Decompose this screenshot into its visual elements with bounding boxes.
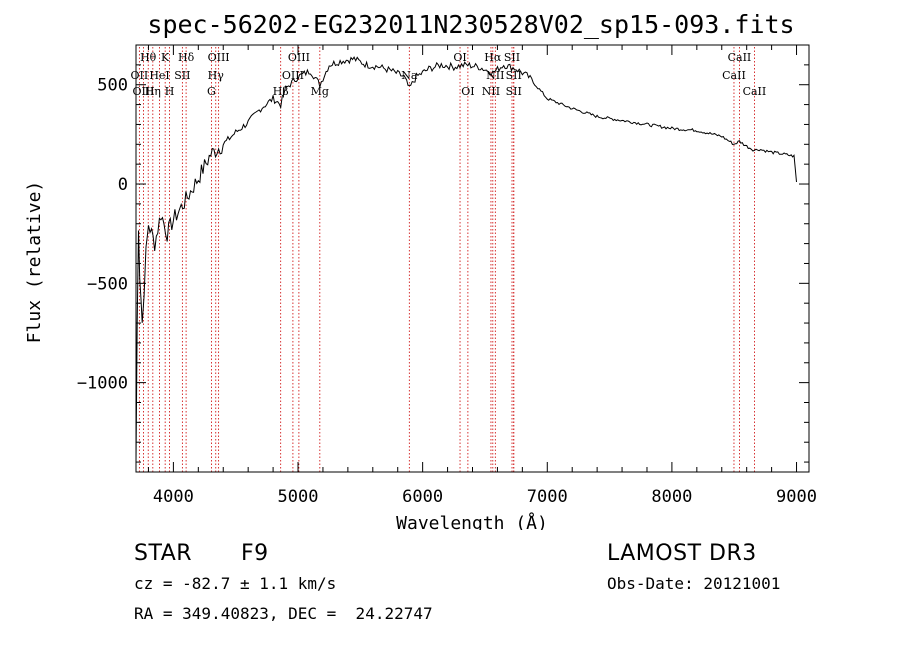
line-label: OIII: [208, 51, 230, 64]
object-subclass: F9: [241, 541, 269, 566]
plot-frame: [135, 44, 810, 473]
emission-line-markers: [138, 47, 755, 472]
y-axis-ticks: −1000 −500 0 500: [77, 64, 809, 463]
line-label: OII: [131, 69, 149, 82]
line-label: OI: [453, 51, 466, 64]
x-tick-label: 8000: [651, 487, 692, 507]
line-label: SII: [174, 69, 190, 82]
object-class: STAR: [134, 541, 193, 566]
line-label: K: [161, 51, 170, 64]
line-label: H: [165, 85, 175, 98]
chart-title: spec-56202-EG232011N230528V02_sp15-093.f…: [147, 10, 794, 39]
line-label: Hδ: [178, 51, 195, 64]
line-label: CaII: [728, 51, 752, 64]
line-label: OIII: [288, 51, 310, 64]
line-label: SII: [504, 51, 520, 64]
y-tick-label: 0: [118, 175, 128, 195]
x-tick-label: 9000: [776, 487, 817, 507]
x-axis-ticks: 4000 5000 6000 7000 8000 9000: [147, 45, 817, 507]
line-label: CaII: [743, 85, 767, 98]
line-label: OIII: [282, 69, 304, 82]
line-label: OIII: [132, 85, 154, 98]
obs-date: Obs-Date: 20121001: [607, 574, 781, 593]
x-tick-label: 6000: [402, 487, 443, 507]
coordinates: RA = 349.40823, DEC = 24.22747: [134, 604, 433, 623]
line-label: CaII: [722, 69, 746, 82]
line-label: Hγ: [208, 69, 225, 82]
spectrum-plot: spec-56202-EG232011N230528V02_sp15-093.f…: [24, 10, 817, 530]
x-tick-label: 4000: [153, 487, 194, 507]
line-label: NII: [486, 69, 504, 82]
y-tick-label: −500: [87, 274, 128, 294]
line-label: SII: [506, 69, 522, 82]
line-label: Mg: [311, 85, 329, 98]
survey-name: LAMOST DR3: [607, 541, 757, 566]
y-axis-label: Flux (relative): [24, 181, 45, 344]
line-label: NII: [482, 85, 500, 98]
line-label: Hη: [145, 85, 161, 98]
line-label: SII: [506, 85, 522, 98]
line-label: Hθ: [140, 51, 157, 64]
redshift-value: cz = -82.7 ± 1.1 km/s: [134, 574, 337, 593]
x-tick-label: 5000: [278, 487, 319, 507]
line-label: HeI: [149, 69, 169, 82]
emission-line-labels: Hθ OII OIII K HeI Hη H SII Hδ OIII Hγ G Hβ OIII OIII Mg…: [131, 51, 767, 98]
x-axis-label: Wavelength (Å): [396, 512, 548, 530]
spectrum-line: [135, 56, 797, 463]
line-label: Hβ: [273, 85, 289, 98]
x-tick-label: 7000: [527, 487, 568, 507]
y-tick-label: 500: [97, 76, 128, 96]
line-label: G: [207, 85, 216, 98]
line-label: OI: [461, 85, 474, 98]
line-label: Hα: [484, 51, 502, 64]
y-tick-label: −1000: [77, 374, 128, 394]
